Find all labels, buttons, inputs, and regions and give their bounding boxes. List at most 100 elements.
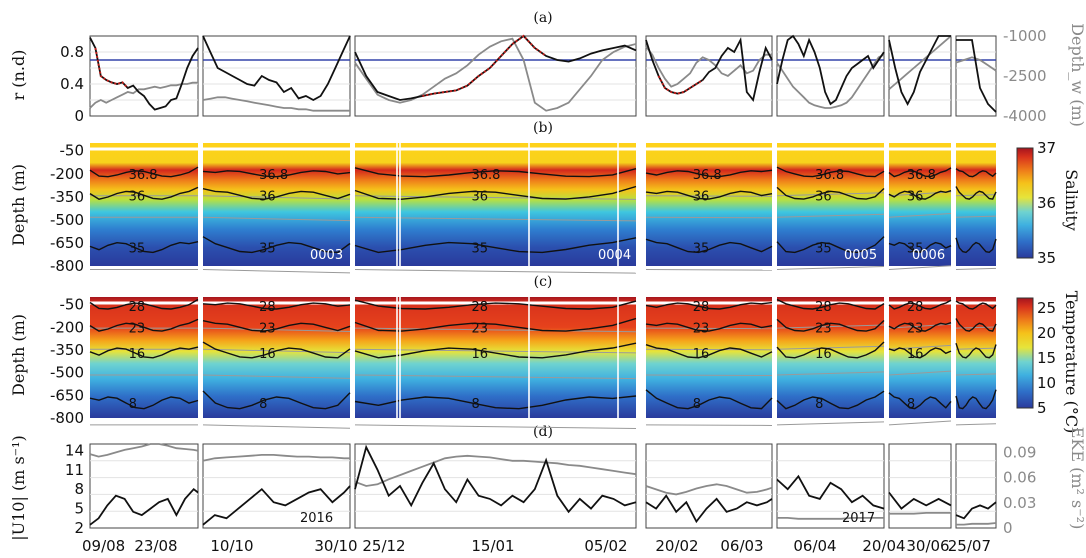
x-tick-label: 05/02	[584, 537, 627, 555]
panel-d-segment	[89, 443, 199, 529]
panel-d-ytick: 8	[74, 480, 84, 498]
contour-line-gray	[354, 348, 637, 354]
panel-a-ytick: 0.8	[60, 43, 84, 61]
panel-a-y2tick: -1000	[1003, 27, 1047, 45]
panel-b-ytick: -800	[50, 257, 84, 275]
contour-line-gray	[354, 374, 637, 380]
contour-line-gray	[645, 269, 773, 271]
contour-label: 23	[259, 321, 276, 336]
contour-label: 23	[129, 321, 146, 336]
contour-line	[888, 322, 952, 332]
panel-b-ytick: -50	[60, 142, 85, 160]
contour-label: 35	[471, 242, 488, 257]
wind-line	[645, 494, 773, 524]
x-tick-label: 30/10	[314, 537, 357, 555]
panel-d-y2tick: 0.03	[1003, 494, 1036, 512]
colorbar-tick: 25	[1037, 299, 1056, 317]
panel-label-c: (c)	[534, 274, 553, 290]
panel-c-ytick: -650	[50, 386, 84, 404]
contour-line-gray	[888, 265, 952, 271]
panel-b-segment: 36.8 36 35	[354, 143, 637, 274]
contour-line-gray	[955, 423, 997, 426]
eke-line	[89, 443, 199, 458]
eke-line	[777, 517, 884, 520]
heatmap-field	[646, 143, 772, 266]
panel-a-segment	[89, 35, 199, 117]
panel-a-segment	[955, 35, 997, 117]
depth-line	[89, 81, 198, 109]
contour-line-gray	[645, 424, 773, 426]
contour-label: 16	[693, 347, 710, 362]
contour-line-gray	[202, 327, 351, 332]
heatmap-field	[646, 297, 772, 418]
contour-line	[888, 299, 952, 310]
x-tick-label: 25/07	[948, 537, 991, 555]
contour-label: 16	[471, 347, 488, 362]
contour-line	[89, 346, 199, 359]
x-tick-label: 20/04	[862, 537, 905, 555]
glider-id-0005: 0005	[844, 248, 877, 263]
contour-line	[955, 342, 997, 359]
contour-line-gray	[202, 216, 351, 222]
contour-line-gray	[888, 191, 952, 197]
contour-line	[776, 341, 885, 359]
contour-line-gray	[645, 374, 773, 377]
contour-label: 23	[471, 321, 488, 336]
contour-label: 16	[129, 347, 146, 362]
contour-label: 35	[129, 242, 146, 257]
panel-label-d: (d)	[533, 424, 553, 440]
panel-b-segment: 36.8 36 35	[645, 143, 773, 271]
panel-a-y2tick: -4000	[1003, 107, 1047, 125]
colorbar-2	[1016, 297, 1034, 409]
panel-c-segment: 28 23 16 8	[89, 297, 199, 426]
panel-d-y2tick: 0	[1003, 519, 1013, 537]
wind-line	[955, 501, 997, 520]
contour-line	[888, 392, 952, 410]
contour-label: 35	[907, 242, 924, 257]
contour-label: 36.8	[907, 168, 936, 183]
contour-label: 36.8	[259, 168, 288, 183]
panel-a-frame	[645, 35, 773, 117]
r-line	[354, 34, 637, 101]
glider-id-0003: 0003	[310, 248, 343, 263]
contour-line-gray	[776, 213, 885, 218]
eke-line	[889, 512, 951, 515]
contour-line	[202, 302, 351, 310]
panel-a-segment	[645, 35, 773, 117]
year-label-2017: 2017	[842, 511, 875, 526]
contour-line-gray	[645, 327, 773, 330]
contour-line	[776, 298, 885, 310]
x-tick-label: 25/12	[362, 537, 405, 555]
panel-d-ytick: 14	[65, 441, 84, 459]
panel-c-segment	[955, 297, 997, 426]
eke-line	[202, 453, 350, 462]
contour-line	[89, 241, 199, 254]
panel-c-segment: 28 23 16 8	[354, 297, 637, 430]
contour-line	[354, 395, 637, 410]
panel-b-segment: 36.8 36 35	[888, 143, 952, 271]
glider-id-0006: 0006	[912, 248, 945, 263]
year-label-2016: 2016	[300, 511, 333, 526]
x-tick-label: 20/02	[655, 537, 698, 555]
contour-line-gray	[888, 370, 952, 376]
contour-line-gray	[955, 373, 997, 376]
panel-c-ytick: -800	[50, 409, 84, 427]
contour-line	[776, 166, 885, 178]
panel-c-ytick: -350	[50, 341, 84, 359]
salinity-colorbar-label: Salinity	[1062, 169, 1081, 231]
contour-label: 8	[471, 397, 479, 412]
contour-label: 28	[907, 300, 924, 315]
contour-label: 23	[815, 321, 832, 336]
x-tick-label: 15/01	[471, 537, 514, 555]
panel-b-ytick: -500	[50, 211, 84, 229]
contour-label: 36	[129, 189, 146, 204]
panel-d-segment	[776, 443, 885, 529]
colorbar-tick: 35	[1037, 249, 1056, 267]
panel-a-segment	[202, 35, 351, 117]
contour-line	[89, 318, 199, 332]
panel-a: 0 0.4 0.8 -1000 -2500 -4000	[60, 27, 1046, 125]
panel-a-segment	[776, 34, 885, 117]
contour-line	[645, 301, 773, 310]
contour-line	[354, 342, 637, 359]
colorbar-tick: 20	[1037, 324, 1056, 342]
